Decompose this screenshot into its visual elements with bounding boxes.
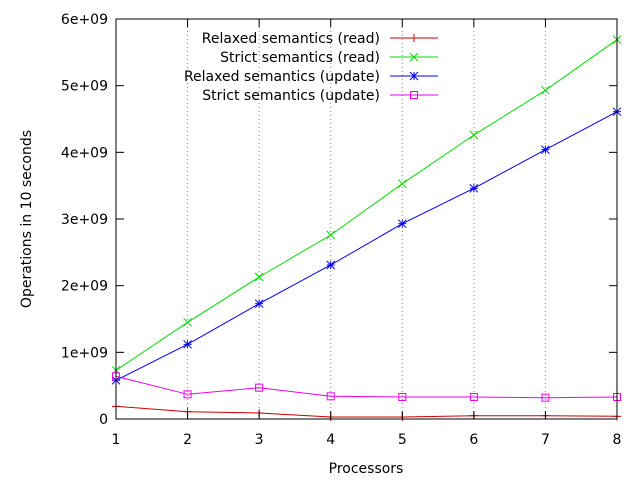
marker-stroke — [409, 52, 419, 62]
data-point-s3-p2 — [255, 383, 264, 392]
x-axis-label: Processors — [329, 461, 404, 477]
data-point-s3-p3 — [326, 392, 335, 401]
legend-item-3: Strict semantics (update) — [202, 88, 438, 104]
marker-stroke — [410, 91, 418, 99]
data-point-s1-p2 — [254, 272, 264, 282]
legend-label: Relaxed semantics (read) — [202, 31, 380, 47]
marker-stroke — [326, 230, 336, 240]
data-point-s2-p4 — [397, 219, 407, 229]
y-tick-label: 3e+09 — [61, 212, 108, 228]
x-tick-label: 5 — [398, 432, 407, 448]
marker-stroke — [254, 272, 264, 282]
marker-stroke — [183, 390, 192, 399]
y-tick-label: 2e+09 — [61, 279, 108, 295]
marker-stroke — [541, 85, 550, 95]
x-tick-label: 7 — [541, 432, 550, 448]
marker-stroke — [409, 71, 419, 81]
data-point-s1-p5 — [469, 130, 479, 140]
data-point-s3-p5 — [469, 393, 478, 401]
x-tick-label: 8 — [613, 432, 622, 448]
marker-stroke — [326, 392, 335, 401]
marker-stroke — [469, 393, 478, 401]
series-line-2 — [115, 111, 618, 381]
legend-marker — [409, 71, 419, 81]
marker-stroke — [255, 383, 264, 392]
legend-item-1: Strict semantics (read) — [220, 50, 438, 66]
legend-label: Relaxed semantics (update) — [184, 69, 380, 85]
marker-stroke — [254, 299, 264, 309]
marker-stroke — [183, 317, 192, 327]
axis-ticks: 1 2 3 4 5 6 7 8 0 1e+09 2e+09 3e+09 4e+09 5e+09 6e+09 — [61, 12, 622, 448]
marker-stroke — [397, 179, 407, 189]
data-point-s2-p6 — [541, 145, 550, 155]
data-point-s1-p4 — [397, 179, 407, 189]
x-tick-label: 1 — [112, 432, 121, 448]
data-point-s2-p5 — [469, 183, 479, 193]
legend-marker — [409, 52, 419, 62]
series-line-1 — [115, 39, 618, 371]
marker-stroke — [469, 130, 479, 140]
legend-item-2: Relaxed semantics (update) — [184, 69, 438, 85]
marker-stroke — [326, 260, 336, 270]
data-point-s3-p1 — [183, 390, 192, 399]
marker-stroke — [541, 393, 550, 402]
y-axis-label: Operations in 10 seconds — [19, 130, 35, 308]
marker-stroke — [541, 145, 550, 155]
marker-stroke — [469, 183, 479, 193]
data-point-s1-p3 — [326, 230, 336, 240]
data-point-s2-p1 — [183, 339, 192, 349]
legend-item-0: Relaxed semantics (read) — [202, 31, 438, 47]
data-point-s3-p4 — [398, 393, 407, 401]
marker-stroke — [398, 393, 407, 401]
x-tick-label: 2 — [183, 432, 192, 448]
data-point-s2-p3 — [326, 260, 336, 270]
data-point-s2-p2 — [254, 299, 264, 309]
legend-label: Strict semantics (update) — [202, 88, 380, 104]
x-tick-label: 3 — [255, 432, 264, 448]
data-point-s3-p6 — [541, 393, 550, 402]
series-line-3 — [115, 375, 618, 399]
marker-stroke — [183, 339, 192, 349]
y-tick-label: 6e+09 — [61, 12, 108, 28]
data-point-s1-p1 — [183, 317, 192, 327]
legend-marker — [410, 34, 418, 42]
legend-marker — [410, 91, 418, 99]
x-tick-label: 6 — [469, 432, 478, 448]
y-tick-label: 5e+09 — [61, 79, 108, 95]
legend: Relaxed semantics (read) Strict semantics… — [184, 31, 438, 104]
y-tick-label: 0 — [99, 412, 108, 428]
y-tick-label: 1e+09 — [61, 345, 108, 361]
marker-stroke — [397, 219, 407, 229]
data-point-s1-p6 — [541, 85, 550, 95]
grid-lines — [187, 19, 546, 419]
x-tick-label: 4 — [326, 432, 335, 448]
legend-label: Strict semantics (read) — [220, 50, 380, 66]
series-line-0 — [115, 405, 618, 418]
y-tick-label: 4e+09 — [61, 145, 108, 161]
